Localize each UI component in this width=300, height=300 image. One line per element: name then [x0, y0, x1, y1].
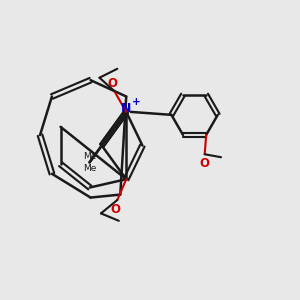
Text: +: + [132, 98, 140, 107]
Text: O: O [107, 76, 117, 90]
Text: O: O [200, 157, 210, 169]
Text: O: O [110, 203, 120, 216]
Text: Me: Me [83, 164, 96, 173]
Text: Me: Me [83, 152, 96, 161]
Text: N: N [121, 102, 131, 115]
